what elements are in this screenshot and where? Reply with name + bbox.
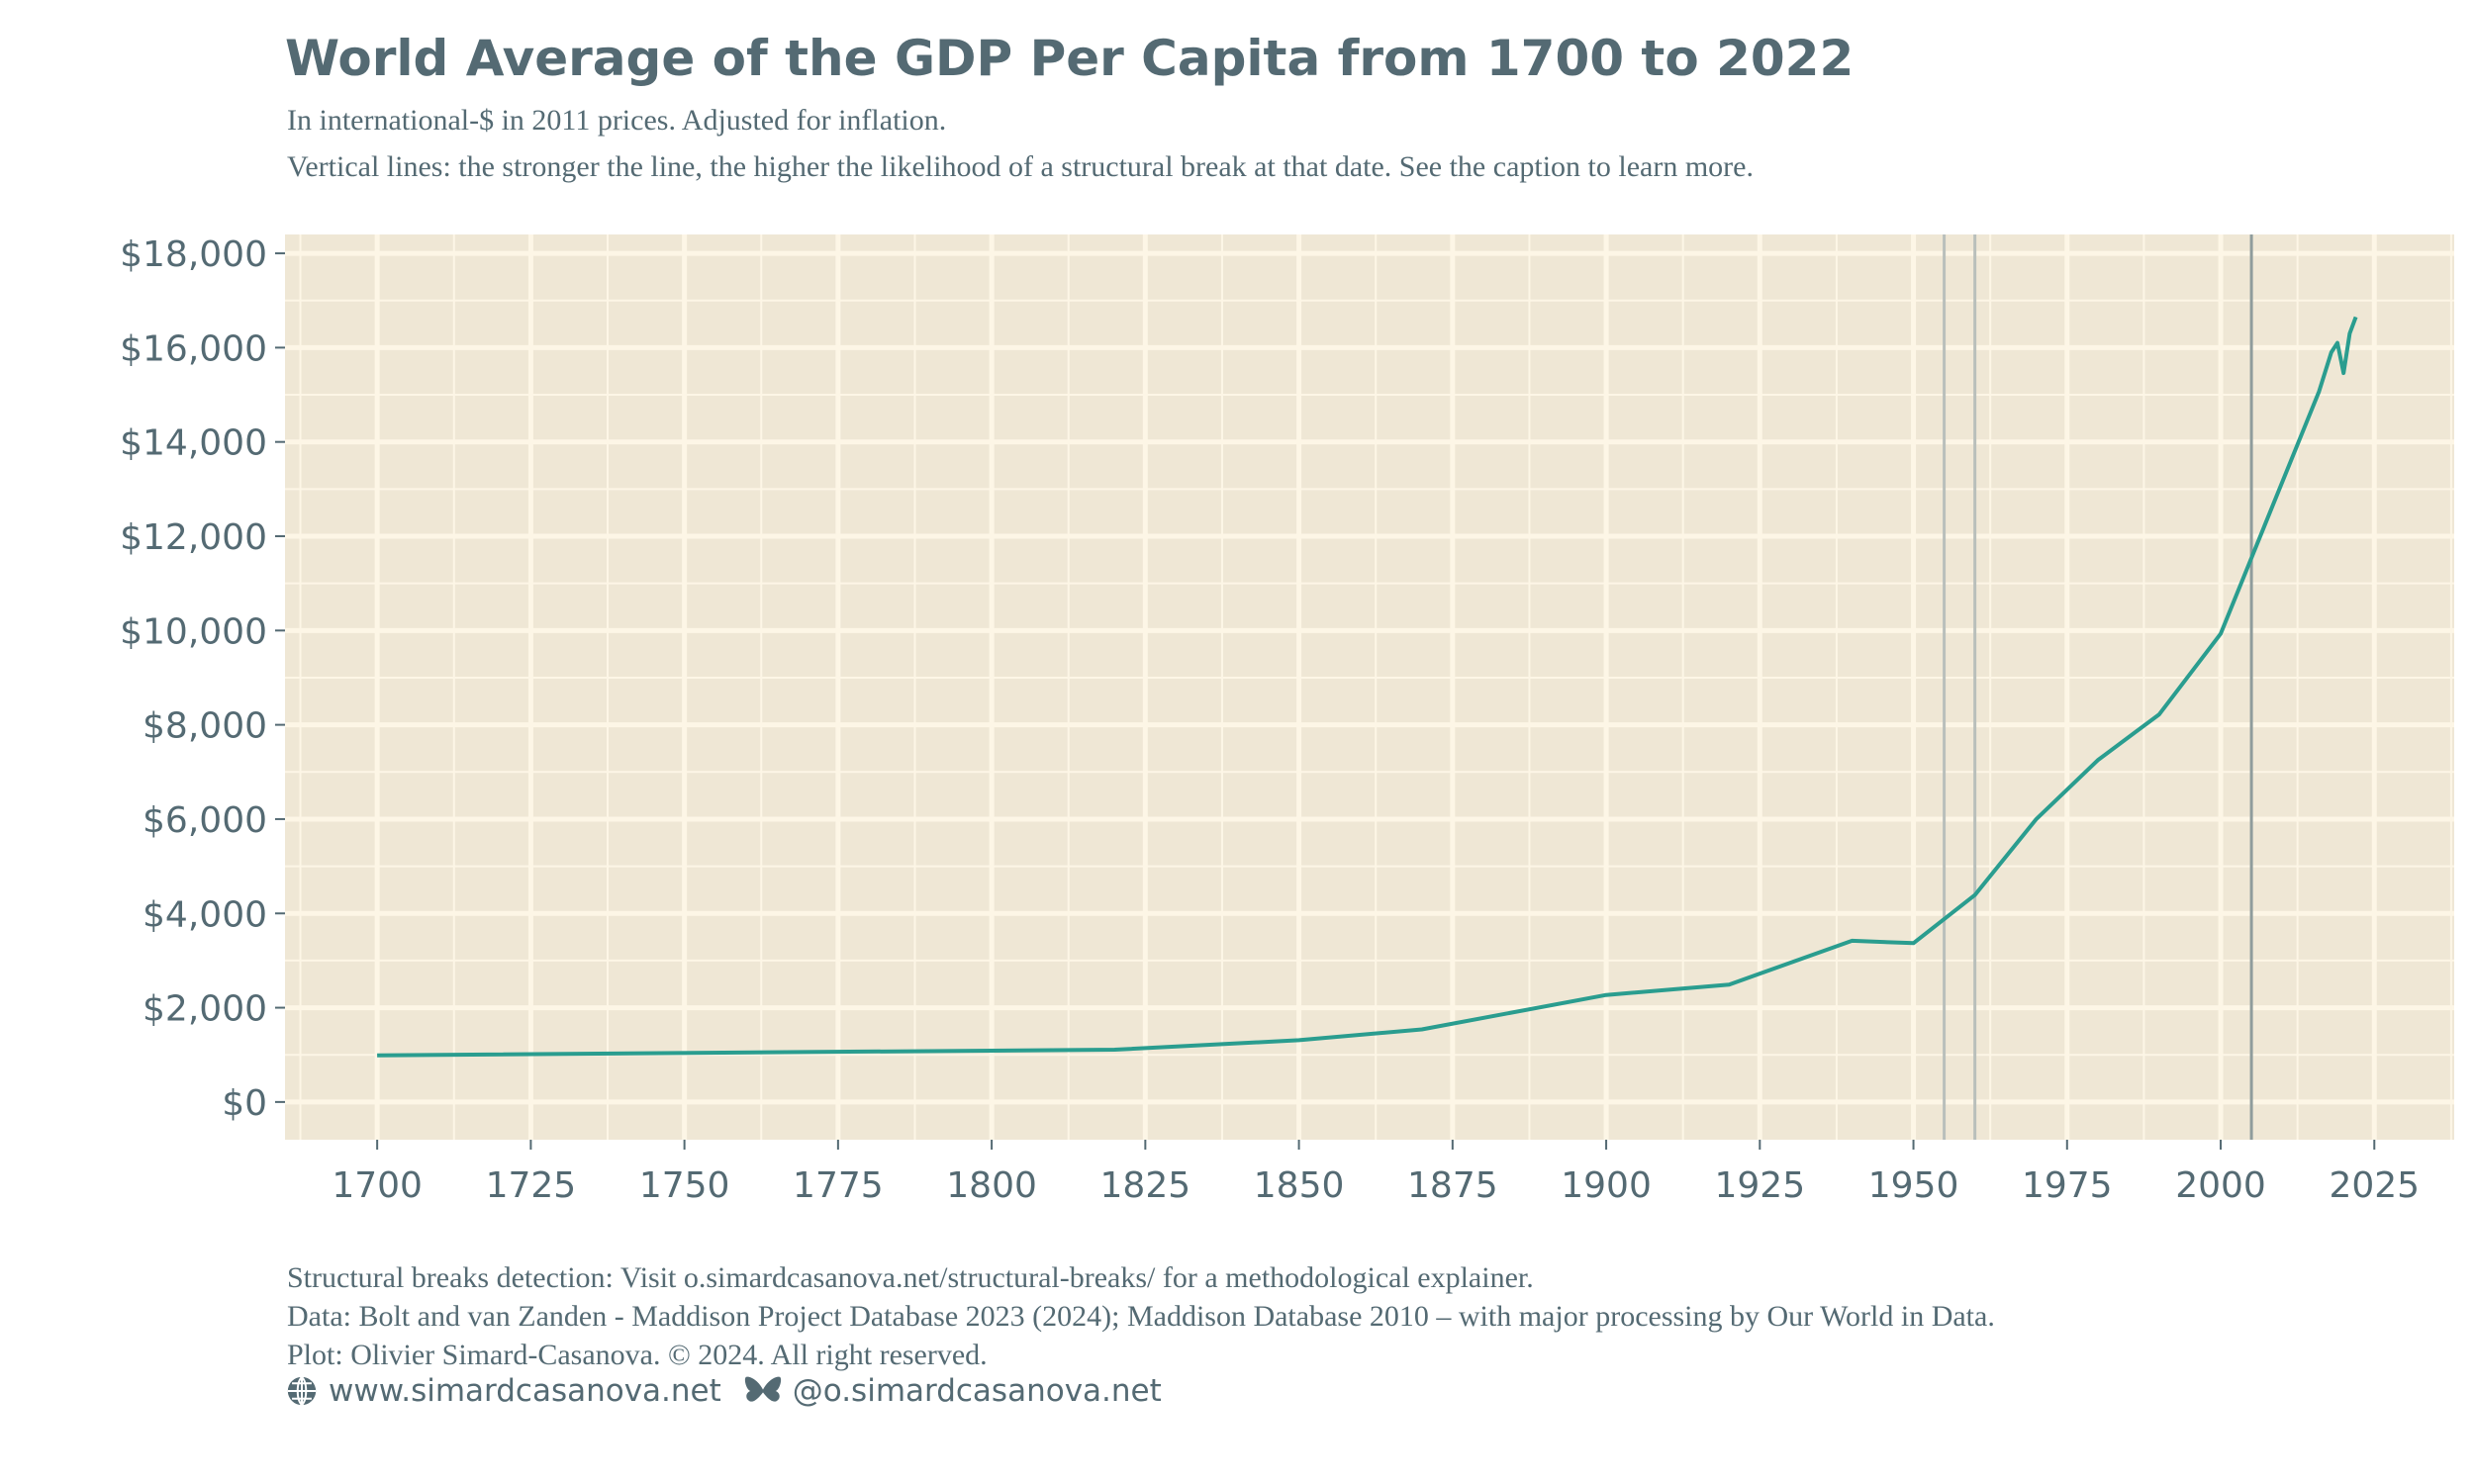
website-link[interactable]: www.simardcasanova.net bbox=[329, 1373, 721, 1409]
plot-panel bbox=[285, 234, 2454, 1140]
x-tick-label: 1825 bbox=[1100, 1165, 1191, 1206]
x-tick-label: 1900 bbox=[1561, 1165, 1652, 1206]
series-line bbox=[377, 316, 2358, 1058]
bluesky-link[interactable]: @o.simardcasanova.net bbox=[792, 1373, 1162, 1409]
x-tick-label: 2000 bbox=[2175, 1165, 2266, 1206]
y-tick-label: $16,000 bbox=[120, 328, 267, 369]
y-tick-label: $14,000 bbox=[120, 423, 267, 464]
social-links: www.simardcasanova.net @o.simardcasanova… bbox=[285, 1373, 1162, 1409]
x-tick-label: 1725 bbox=[486, 1165, 577, 1206]
globe-icon bbox=[287, 1376, 317, 1406]
x-tick-label: 1775 bbox=[793, 1165, 884, 1206]
x-tick-label: 1750 bbox=[639, 1165, 730, 1206]
y-tick-label: $10,000 bbox=[120, 611, 267, 652]
y-tick-label: $18,000 bbox=[120, 234, 267, 275]
y-tick-label: $12,000 bbox=[120, 517, 267, 558]
subtitle-1: In international-$ in 2011 prices. Adjus… bbox=[287, 104, 947, 137]
x-tick-label: 1975 bbox=[2022, 1165, 2113, 1206]
y-tick-label: $6,000 bbox=[143, 800, 267, 841]
x-tick-label: 1925 bbox=[1714, 1165, 1805, 1206]
x-tick-label: 1700 bbox=[332, 1165, 423, 1206]
y-tick-label: $8,000 bbox=[143, 706, 267, 747]
y-tick-label: $0 bbox=[222, 1083, 267, 1124]
x-tick-label: 1950 bbox=[1868, 1165, 1959, 1206]
caption-data: Data: Bolt and van Zanden - Maddison Pro… bbox=[287, 1300, 1995, 1333]
y-tick-label: $2,000 bbox=[143, 989, 267, 1030]
subtitle-2: Vertical lines: the stronger the line, t… bbox=[287, 150, 1754, 183]
x-tick-label: 1800 bbox=[946, 1165, 1037, 1206]
x-tick-label: 1875 bbox=[1407, 1165, 1498, 1206]
butterfly-icon bbox=[744, 1376, 781, 1402]
x-tick-label: 2025 bbox=[2329, 1165, 2420, 1206]
caption-breaks: Structural breaks detection: Visit o.sim… bbox=[287, 1261, 1534, 1294]
x-tick-label: 1850 bbox=[1254, 1165, 1345, 1206]
caption-plot: Plot: Olivier Simard-Casanova. © 2024. A… bbox=[287, 1339, 988, 1371]
chart-title: World Average of the GDP Per Capita from… bbox=[285, 30, 1855, 87]
y-tick-label: $4,000 bbox=[143, 894, 267, 935]
